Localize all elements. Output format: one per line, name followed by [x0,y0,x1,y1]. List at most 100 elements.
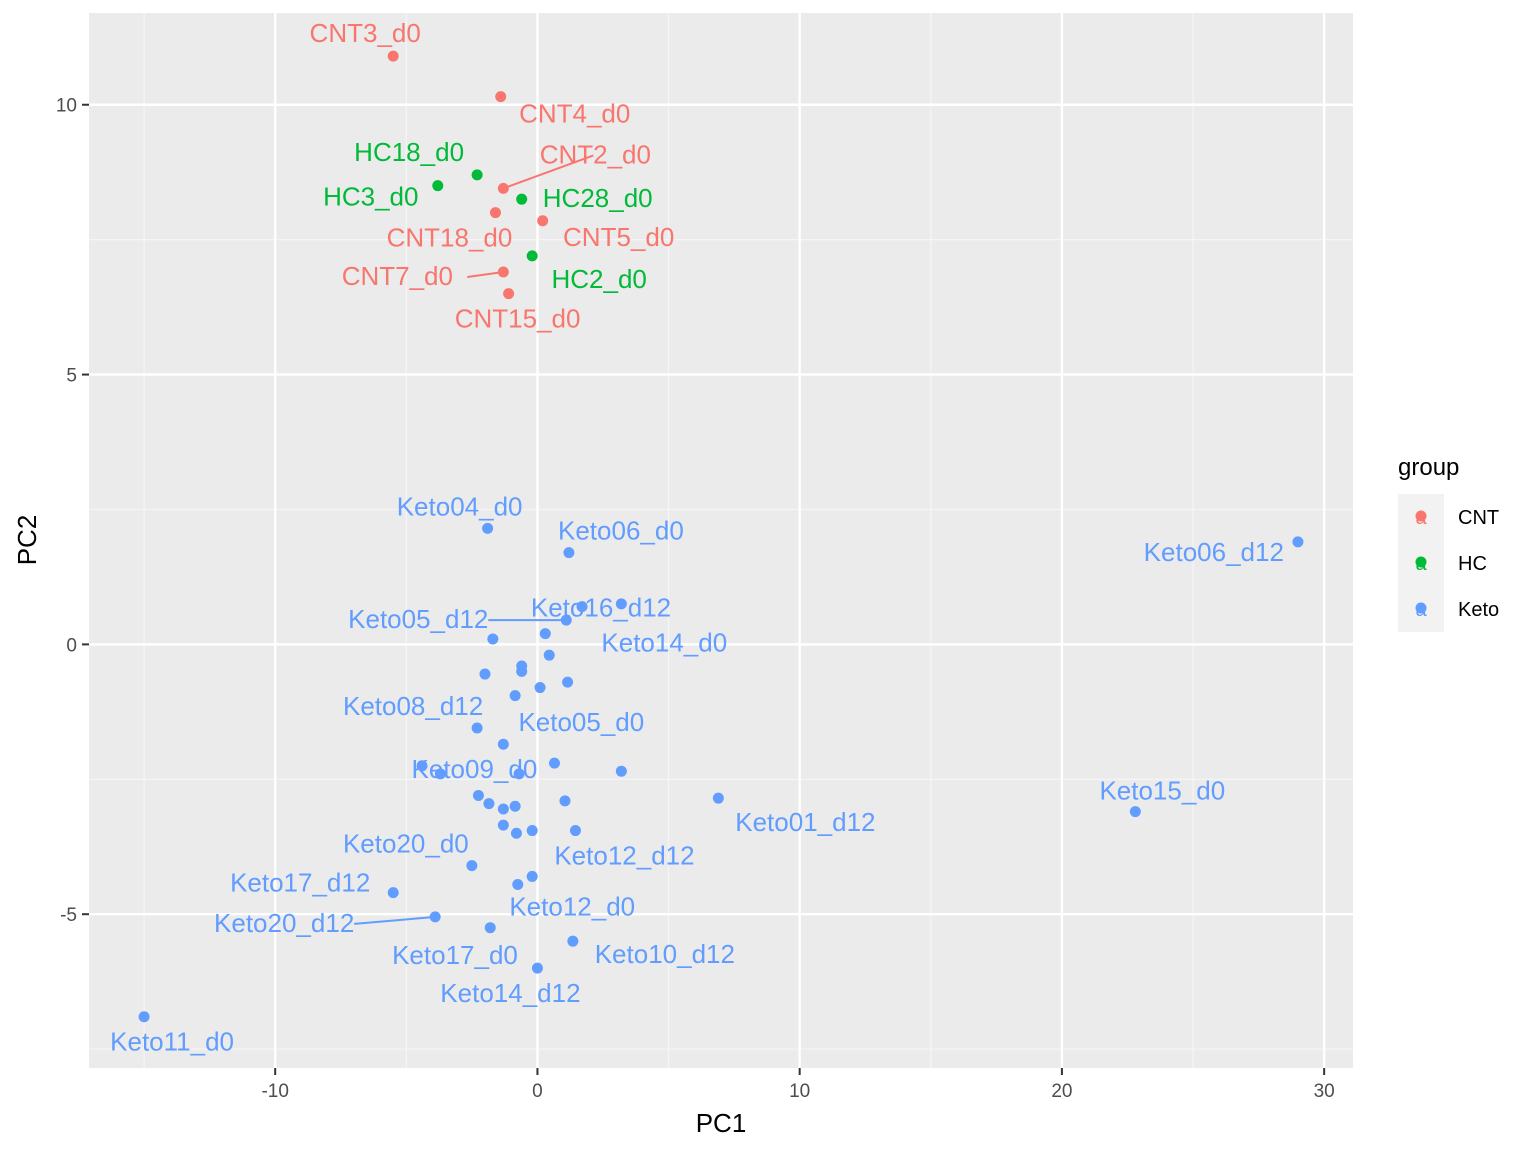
point-keto [567,935,579,947]
legend-item-cnt: aCNT [1398,494,1499,540]
point-keto [516,665,528,677]
point-keto [576,601,588,613]
point-keto [1129,806,1141,818]
label-leader-line [502,154,594,190]
legend-label: Keto [1458,599,1499,621]
x-tick-label: 0 [532,1081,543,1102]
point-label: Keto05_d12 [348,604,488,634]
point-keto [509,800,521,812]
point-keto [1292,536,1304,548]
point-keto [513,768,525,780]
point-label: Keto11_d0 [110,1027,234,1057]
grid-minor-lines [89,13,1353,1068]
point-keto [615,765,627,777]
legend: group aCNTaHCaKeto [1398,454,1499,632]
data-point-labels: CNT3_d0 CNT4_d0 CNT2_d0 CNT18_d0 CNT5_d0 CNT7… [110,18,1284,1057]
point-keto [512,879,524,891]
x-axis-ticks: -10 0 10 20 30 [261,1068,1335,1102]
x-tick-label: 20 [1051,1081,1072,1102]
plot-panel [89,13,1353,1068]
point-label: Keto04_d0 [397,491,523,521]
point-label: CNT4_d0 [519,99,630,129]
point-label: CNT2_d0 [540,139,651,169]
point-label: CNT5_d0 [563,222,674,252]
label-leader-lines [354,154,594,925]
point-label: CNT3_d0 [310,18,421,48]
legend-label: CNT [1458,507,1499,529]
point-label: HC2_d0 [551,264,646,294]
point-keto [479,668,491,680]
point-label: Keto14_d12 [440,978,580,1008]
point-cnt [489,207,501,219]
point-hc [471,169,483,181]
x-tick-label: 10 [789,1081,810,1102]
point-keto [484,922,496,934]
legend-label: HC [1458,553,1487,575]
point-keto [562,676,574,688]
x-tick-label: 30 [1314,1081,1335,1102]
point-label: Keto17_d12 [230,868,370,898]
point-keto [466,860,478,872]
point-label: CNT15_d0 [455,304,581,334]
y-tick-label: 5 [66,366,77,387]
point-keto [526,825,538,837]
legend-key-point [1415,602,1427,614]
y-tick-label: 10 [56,96,77,117]
point-keto [560,614,572,626]
point-keto [416,760,428,772]
data-points [138,50,1304,1023]
point-keto [548,757,560,769]
point-label: Keto06_d0 [558,516,684,546]
legend-key-point [1415,510,1427,522]
point-cnt [497,182,509,194]
point-keto [510,827,522,839]
point-label: Keto15_d0 [1099,776,1225,806]
point-label: Keto09_d0 [412,754,538,784]
point-label: HC28_d0 [543,183,653,213]
point-keto [539,628,551,640]
point-keto [482,522,494,534]
point-keto [569,825,581,837]
point-keto [526,870,538,882]
y-axis-ticks: -5 0 5 10 [56,96,89,926]
x-axis-label: PC1 [696,1108,747,1138]
point-keto [497,803,509,815]
point-keto [472,789,484,801]
point-label: Keto01_d12 [735,807,875,837]
point-keto [543,649,555,661]
point-keto [559,795,571,807]
point-label: Keto08_d12 [343,691,483,721]
point-keto [497,819,509,831]
point-label: Keto16_d12 [531,593,671,623]
point-label: Keto10_d12 [595,939,735,969]
point-label: Keto17_d0 [392,940,518,970]
y-axis-label: PC2 [12,515,42,566]
point-keto [509,690,521,702]
point-keto [712,792,724,804]
point-cnt [387,50,399,62]
point-hc [526,250,538,262]
y-tick-label: -5 [60,905,77,926]
point-label: Keto06_d12 [1144,537,1284,567]
point-label: Keto12_d0 [509,892,635,922]
point-label: Keto14_d0 [601,628,727,658]
point-label: CNT18_d0 [387,223,513,253]
point-keto [563,547,575,559]
point-keto [483,798,495,810]
point-label: Keto20_d0 [343,829,469,859]
point-label: Keto20_d12 [214,908,354,938]
point-keto [497,738,509,750]
point-keto [138,1011,150,1023]
label-leader-line [354,915,436,925]
point-keto [434,768,446,780]
y-tick-label: 0 [66,635,77,656]
x-tick-label: -10 [261,1081,288,1102]
point-keto [487,633,499,645]
point-keto [387,887,399,899]
point-label: CNT7_d0 [342,261,453,291]
point-keto [615,598,627,610]
point-keto [534,682,546,694]
point-cnt [537,215,549,227]
label-leader-line [467,271,504,279]
